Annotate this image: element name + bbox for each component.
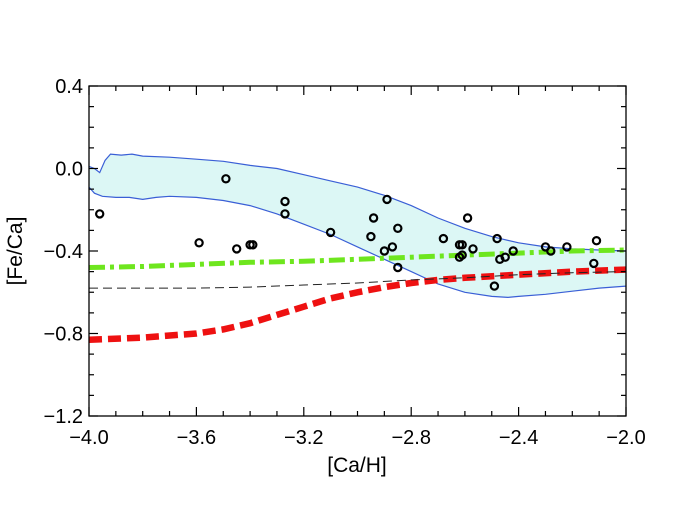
x-tick-label: −3.6	[177, 427, 216, 449]
model-lines-layer	[89, 247, 626, 343]
data-point-21	[462, 213, 473, 223]
data-point-31	[589, 258, 599, 269]
y-tick-label: −0.4	[44, 241, 83, 263]
data-point-1	[221, 174, 231, 184]
data-point-8	[325, 227, 336, 238]
data-point-0	[94, 209, 105, 219]
data-point-26	[508, 246, 518, 256]
data-point-5	[248, 240, 258, 250]
data-point-6	[280, 196, 290, 207]
data-point-3	[231, 244, 242, 254]
y-tick-label: 0.4	[55, 76, 83, 98]
data-point-22	[468, 244, 478, 254]
y-tick-label: −0.8	[44, 324, 83, 346]
data-point-12	[379, 246, 390, 256]
data-point-10	[368, 213, 379, 223]
data-point-20	[457, 250, 467, 260]
data-point-27	[489, 281, 500, 291]
data-point-7	[280, 209, 290, 219]
data-point-29	[546, 246, 556, 256]
data-point-18	[457, 240, 467, 250]
x-tick-label: −2.4	[499, 427, 538, 449]
data-point-16	[438, 233, 449, 244]
series-line-3	[89, 266, 626, 343]
data-point-14	[393, 223, 403, 233]
x-axis-title: [Ca/H]	[327, 454, 387, 477]
tick-labels-layer: −4.0 −3.6 −3.2 −2.8 −2.4 −2.0 −1.2 −0.8 −0.4 0.0 0…	[44, 76, 646, 449]
data-point-32	[591, 235, 602, 246]
dispersion-band-layer	[89, 153, 626, 299]
band-fill	[89, 154, 626, 298]
series-line-4	[89, 271, 626, 289]
y-tick-label: −1.2	[44, 406, 83, 428]
data-point-13	[387, 242, 398, 252]
data-point-2	[194, 238, 204, 248]
data-points-layer	[94, 174, 602, 291]
data-point-23	[492, 233, 502, 244]
axis-ticks-layer	[88, 85, 627, 417]
data-point-9	[366, 231, 376, 242]
band-upper-edge	[89, 153, 626, 252]
data-point-15	[393, 262, 403, 273]
band-lower-edge	[89, 186, 626, 299]
x-tick-label: −2.8	[391, 427, 430, 449]
x-tick-label: −2.0	[606, 427, 645, 449]
y-axis-title: [Fe/Ca]	[4, 217, 27, 286]
x-tick-label: −3.2	[284, 427, 323, 449]
y-tick-label: 0.0	[55, 159, 83, 181]
data-point-25	[500, 252, 510, 262]
data-point-11	[382, 194, 392, 205]
data-point-30	[562, 242, 572, 252]
x-tick-label: −4.0	[69, 427, 108, 449]
